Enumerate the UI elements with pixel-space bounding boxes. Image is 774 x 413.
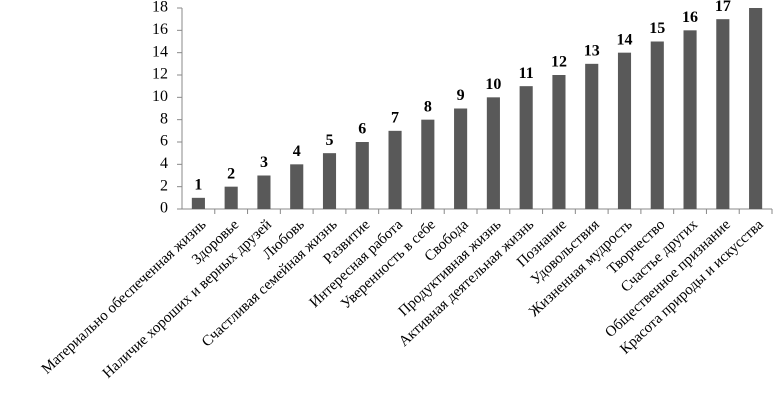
- bar: [519, 86, 533, 209]
- value-label: 8: [424, 98, 432, 115]
- value-label: 4: [293, 143, 301, 160]
- bar: [617, 52, 632, 209]
- y-tick-label: 6: [160, 133, 168, 150]
- value-label: 7: [391, 110, 399, 127]
- bar: [257, 175, 271, 209]
- bar: [421, 119, 435, 209]
- value-label: 6: [358, 121, 366, 138]
- value-label: 10: [485, 76, 501, 93]
- bar: [290, 164, 304, 209]
- y-tick-label: 2: [160, 177, 168, 194]
- y-tick-label: 10: [152, 88, 168, 105]
- bar: [191, 197, 205, 209]
- bar: [388, 130, 402, 209]
- bar: [585, 63, 599, 210]
- y-tick-label: 16: [152, 21, 168, 38]
- bar: [650, 41, 664, 209]
- bar: [683, 30, 697, 210]
- bar: [322, 153, 337, 209]
- y-tick-label: 14: [152, 43, 168, 60]
- y-tick-label: 4: [160, 155, 168, 172]
- value-label: 5: [326, 132, 334, 149]
- value-label: 18: [748, 0, 764, 4]
- value-label: 1: [194, 177, 202, 194]
- y-tick-label: 18: [152, 0, 168, 16]
- y-tick-label: 12: [152, 66, 168, 83]
- value-label: 15: [649, 20, 665, 37]
- y-tick-label: 8: [160, 110, 168, 127]
- value-label: 2: [227, 165, 235, 182]
- value-label: 17: [715, 0, 731, 15]
- bar: [552, 75, 566, 209]
- value-label: 12: [551, 54, 567, 71]
- bar: [224, 186, 238, 209]
- y-tick-label: 0: [160, 200, 168, 217]
- bar: [749, 8, 763, 209]
- value-label: 16: [682, 9, 698, 26]
- bar: [454, 108, 468, 209]
- bar: [486, 97, 500, 209]
- value-label: 11: [519, 65, 534, 82]
- bar: [716, 19, 730, 209]
- value-label: 13: [584, 43, 600, 60]
- value-label: 9: [457, 87, 465, 104]
- bar: [355, 142, 369, 209]
- value-label: 3: [260, 154, 268, 171]
- value-label: 14: [617, 31, 633, 48]
